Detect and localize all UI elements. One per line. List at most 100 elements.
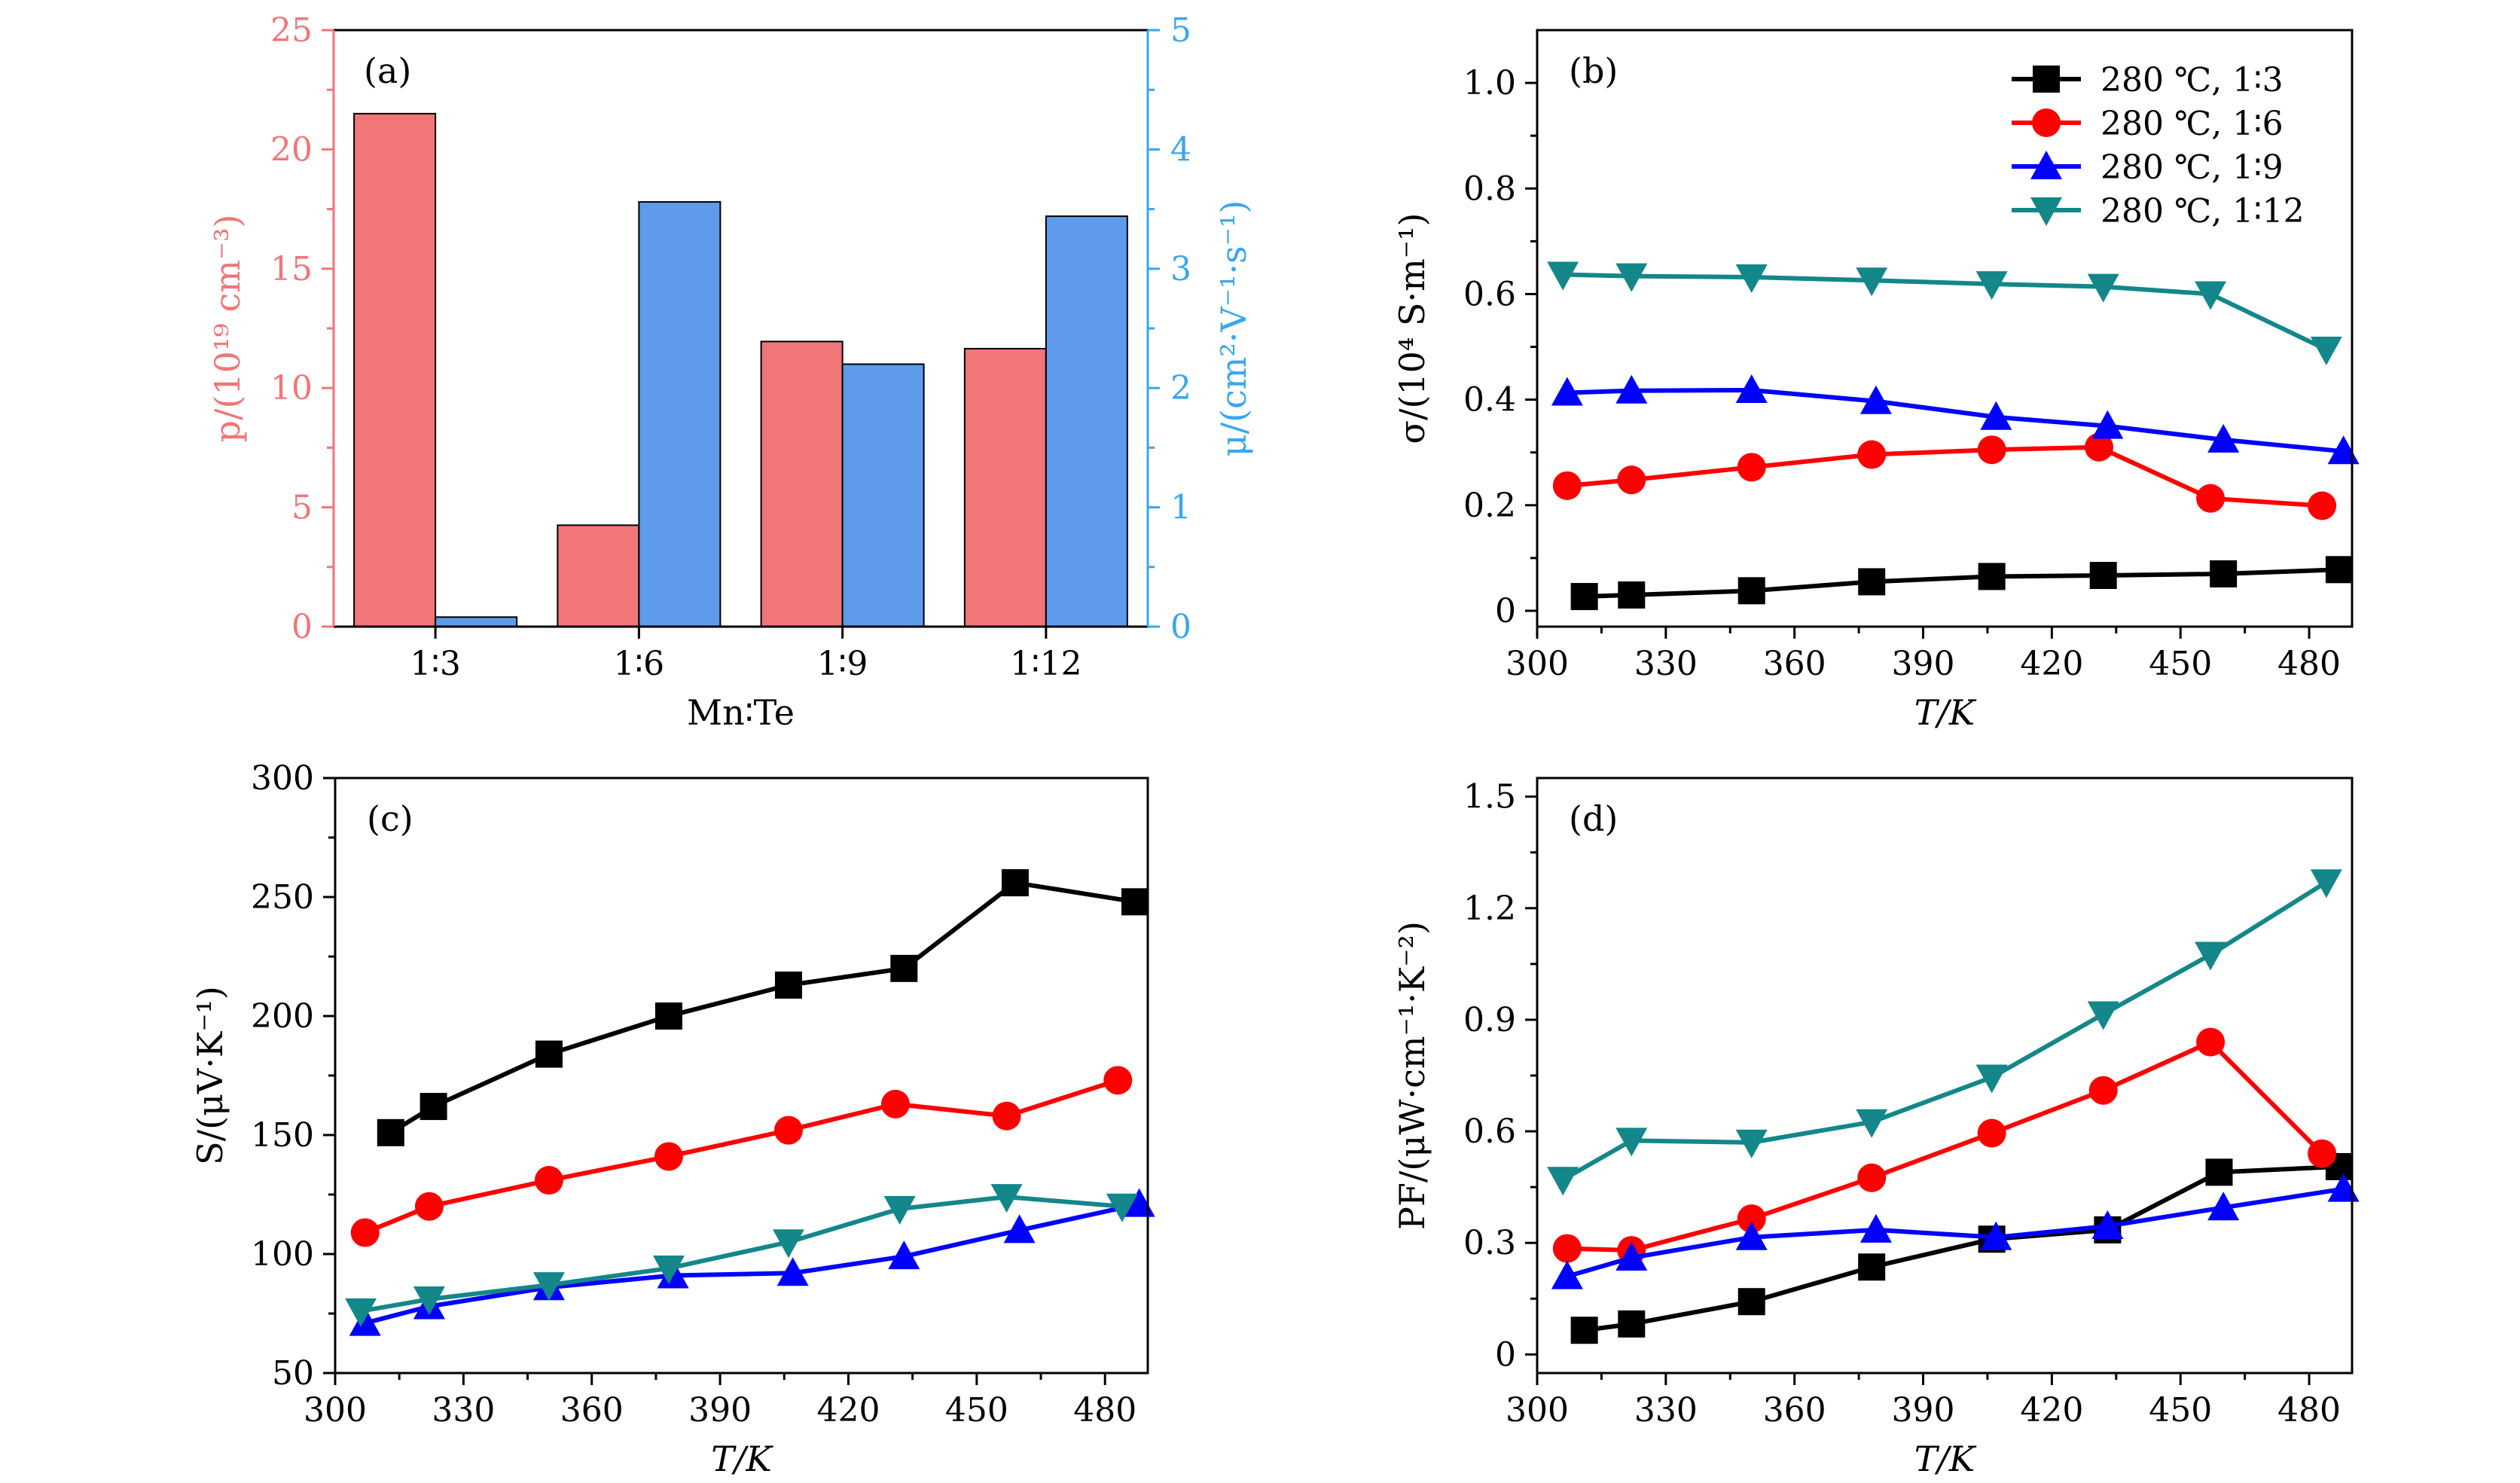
legend-marker-3 bbox=[2030, 151, 2062, 179]
data-point-s1 bbox=[1618, 1310, 1646, 1338]
data-point-s4 bbox=[2310, 337, 2342, 366]
series-line-4 bbox=[1563, 272, 2328, 352]
data-point-s2 bbox=[654, 1142, 683, 1171]
data-point-s2 bbox=[2308, 491, 2337, 520]
y-tick-label: 250 bbox=[251, 878, 314, 917]
data-point-s2 bbox=[880, 1089, 910, 1118]
data-point-s4 bbox=[1615, 263, 1648, 292]
legend-label-2: 280 ℃, 1∶6 bbox=[2101, 105, 2284, 143]
y-left-tick-label: 25 bbox=[270, 11, 313, 50]
y-left-tick-label: 5 bbox=[291, 489, 313, 527]
y-right-tick-label: 3 bbox=[1170, 250, 1191, 288]
legend-marker-2 bbox=[2032, 108, 2061, 137]
data-point-s1 bbox=[654, 1002, 682, 1030]
series-line-4 bbox=[1561, 880, 2328, 1182]
x-tick-label: 450 bbox=[945, 1391, 1008, 1430]
data-point-s4 bbox=[772, 1229, 804, 1259]
data-point-s4 bbox=[1547, 261, 1579, 291]
x-tick-label: 480 bbox=[2277, 1391, 2341, 1430]
panel-label: (a) bbox=[364, 50, 411, 91]
bar-mu bbox=[1045, 215, 1128, 627]
series-line-2 bbox=[1567, 444, 2323, 508]
data-point-s2 bbox=[1617, 465, 1646, 495]
data-point-s3 bbox=[888, 1240, 920, 1270]
series-line-4 bbox=[360, 1195, 1123, 1314]
x-axis-label: T/K bbox=[1914, 1439, 1977, 1479]
y-tick-label: 200 bbox=[251, 997, 314, 1036]
series-line-1 bbox=[389, 880, 1136, 1135]
panel-d-power-factor-chart: 300 330 360 390 420 450 480 0 0.3 0.6 0.9 1.2 1.5 T/K… bbox=[1392, 777, 2360, 1479]
data-point-s3 bbox=[1859, 385, 1892, 414]
data-point-s1 bbox=[1570, 1317, 1598, 1344]
y-tick-label: 50 bbox=[272, 1354, 314, 1393]
data-point-s3 bbox=[1003, 1214, 1036, 1243]
data-point-s1 bbox=[890, 954, 918, 982]
x-tick-label: 360 bbox=[1763, 1391, 1826, 1430]
y-tick-label: 1.0 bbox=[1463, 64, 1516, 102]
legend-label-3: 280 ℃, 1∶9 bbox=[2101, 148, 2284, 187]
panel-label: (d) bbox=[1569, 798, 1618, 839]
data-point-s4 bbox=[2087, 1001, 2119, 1030]
x-axis-label: T/K bbox=[711, 1439, 773, 1479]
data-point-s2 bbox=[2308, 1139, 2337, 1168]
x-tick-label: 390 bbox=[1892, 645, 1955, 683]
data-point-s4 bbox=[532, 1272, 565, 1301]
data-point-s2 bbox=[1857, 440, 1887, 469]
panel-d-frame bbox=[1536, 777, 2354, 1375]
legend-marker-4 bbox=[2030, 197, 2062, 226]
data-point-s2 bbox=[1977, 1118, 2006, 1148]
y-axis-label: σ/(10⁴ S·m⁻¹) bbox=[1392, 213, 1432, 444]
data-point-s4 bbox=[990, 1184, 1023, 1213]
data-point-s3 bbox=[1735, 1221, 1768, 1250]
data-point-s4 bbox=[652, 1255, 685, 1284]
data-point-s4 bbox=[883, 1195, 916, 1225]
data-point-s2 bbox=[414, 1192, 444, 1221]
y-right-tick-label: 0 bbox=[1170, 608, 1191, 646]
data-point-s3 bbox=[1615, 374, 1648, 404]
data-point-s3 bbox=[2207, 1192, 2240, 1221]
bar-mu bbox=[841, 363, 925, 627]
data-point-s2 bbox=[2196, 1027, 2226, 1057]
data-point-s3 bbox=[2091, 1210, 2124, 1239]
data-point-s1 bbox=[774, 971, 802, 999]
data-point-s3 bbox=[2091, 410, 2124, 439]
y-tick-label: 300 bbox=[251, 759, 314, 798]
data-point-s2 bbox=[2196, 484, 2226, 513]
data-point-s2 bbox=[773, 1115, 803, 1145]
y-tick-label: 100 bbox=[251, 1235, 314, 1274]
data-point-s4 bbox=[2195, 941, 2227, 971]
data-point-s2 bbox=[2088, 1076, 2118, 1105]
legend-label-4: 280 ℃, 1∶12 bbox=[2101, 192, 2305, 230]
panel-b-conductivity-chart: 300 330 360 390 420 450 480 0 0.2 0.4 0.6 0.8 1.0 T/K… bbox=[1392, 29, 2360, 733]
y-left-tick-label: 20 bbox=[270, 130, 313, 169]
x-tick-label: 450 bbox=[2149, 645, 2212, 683]
data-point-s4 bbox=[413, 1286, 445, 1316]
data-point-s4 bbox=[1856, 267, 1888, 297]
x-axis-label: Mn∶Te bbox=[687, 692, 795, 733]
data-point-s1 bbox=[1570, 583, 1598, 611]
series-line-3 bbox=[1567, 1186, 2345, 1279]
legend-label-1: 280 ℃, 1∶3 bbox=[2101, 61, 2284, 99]
bar-mu bbox=[638, 201, 722, 627]
y-tick-label: 0 bbox=[1495, 1335, 1516, 1374]
y-tick-label: 1.5 bbox=[1463, 778, 1516, 816]
data-point-s2 bbox=[534, 1166, 563, 1195]
x-tick-label: 480 bbox=[2277, 645, 2341, 683]
data-point-s3 bbox=[776, 1257, 809, 1286]
data-point-s1 bbox=[1737, 1288, 1765, 1316]
data-point-s3 bbox=[1551, 1260, 1583, 1289]
x-tick-label: 420 bbox=[2020, 1391, 2083, 1430]
y-left-axis-label: p/(10¹⁹ cm⁻³) bbox=[207, 215, 248, 443]
y-tick-label: 0 bbox=[1495, 592, 1516, 630]
y-right-tick-label: 2 bbox=[1170, 369, 1191, 407]
y-left-tick-label: 15 bbox=[270, 250, 313, 288]
data-point-s1 bbox=[2205, 1158, 2233, 1186]
data-point-s2 bbox=[1737, 1204, 1766, 1234]
data-point-s4 bbox=[1735, 264, 1768, 294]
panel-label: (b) bbox=[1569, 50, 1618, 91]
data-point-s1 bbox=[2210, 560, 2238, 587]
x-tick-label: 480 bbox=[1073, 1391, 1136, 1430]
data-point-s3 bbox=[1859, 1213, 1892, 1243]
data-point-s1 bbox=[2325, 556, 2353, 584]
